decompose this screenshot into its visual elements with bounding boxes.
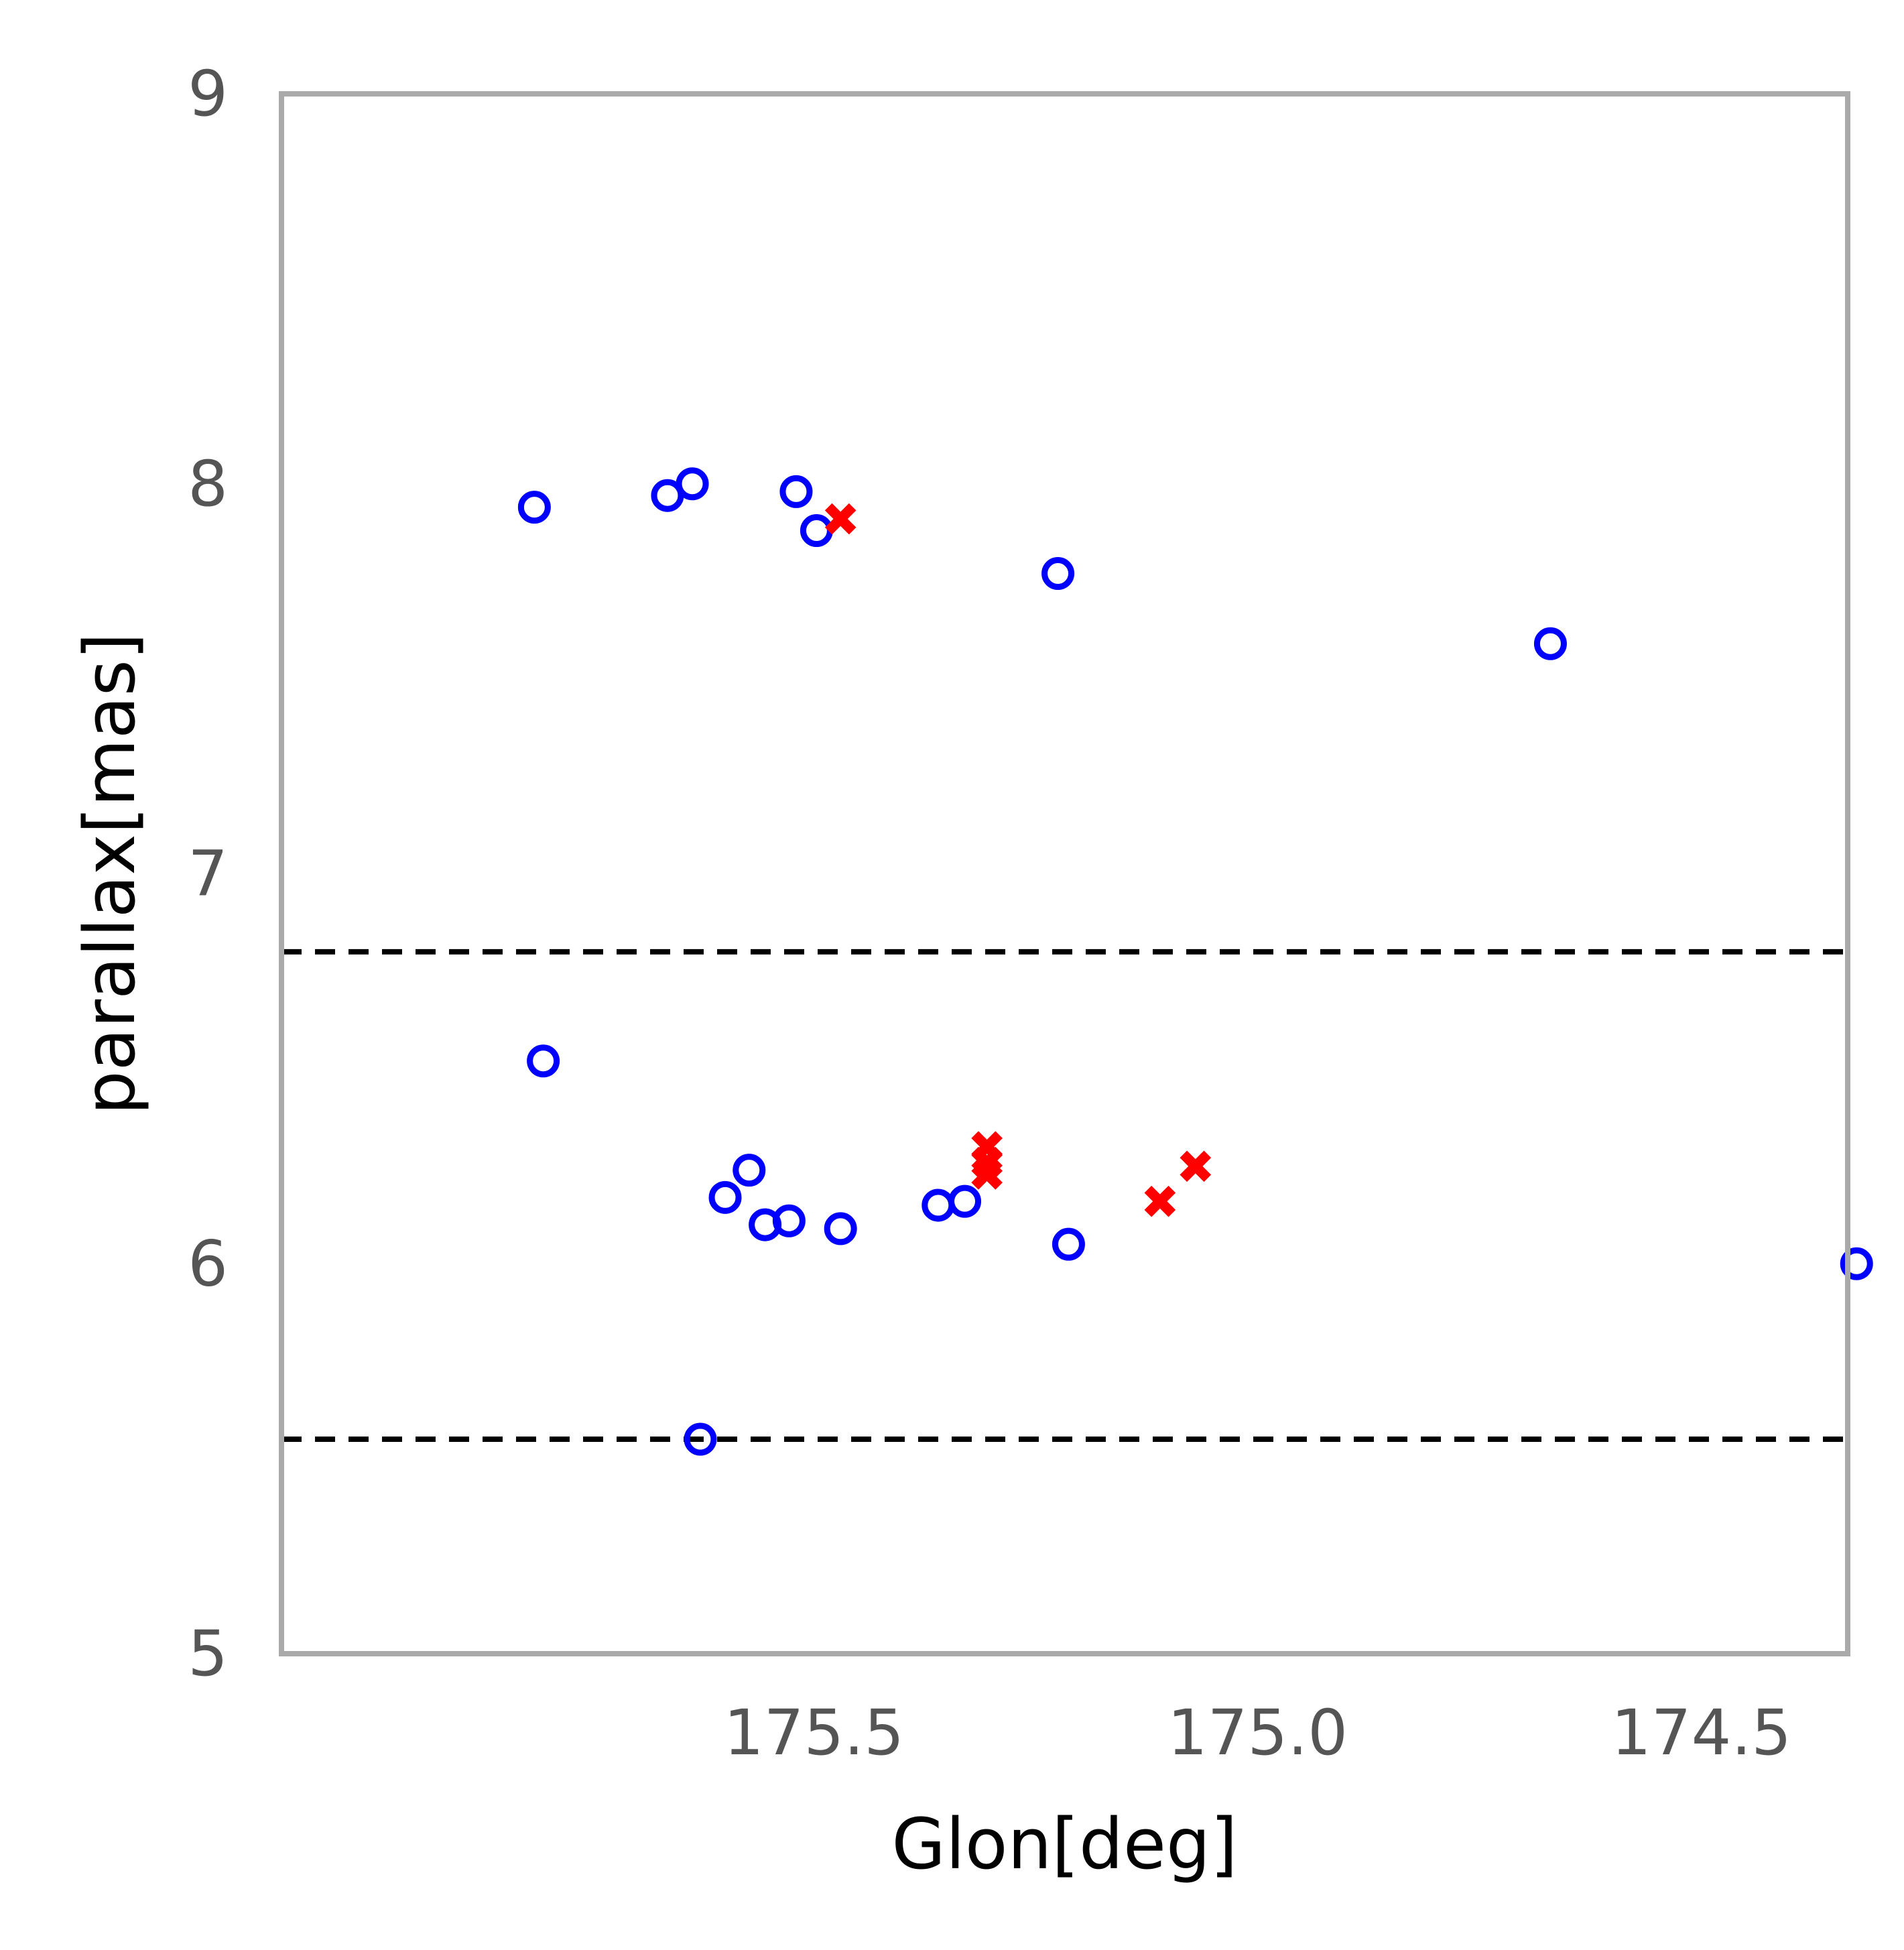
- data-point-circle-14: [948, 1184, 982, 1218]
- x-tick-labels: 175.5 175.0 174.5: [724, 1697, 1791, 1770]
- data-point-cross-0: [824, 503, 856, 535]
- data-point-cross-5: [1144, 1185, 1176, 1217]
- data-point-circle-5: [1041, 557, 1075, 591]
- y-tick-label-4: 9: [188, 58, 228, 131]
- data-point-cross-4: [1180, 1150, 1212, 1182]
- data-point-circle-0: [517, 491, 551, 524]
- data-point-circle-9: [733, 1154, 766, 1187]
- x-tick-label-0: 175.5: [724, 1697, 904, 1770]
- data-point-circle-12: [824, 1212, 857, 1245]
- y-tick-label-2: 7: [188, 838, 228, 911]
- data-point-circle-3: [779, 475, 813, 508]
- x-tick-label-2: 174.5: [1611, 1697, 1791, 1770]
- data-point-circle-2: [676, 467, 709, 501]
- y-tick-label-1: 6: [188, 1227, 228, 1300]
- plot-frame: [279, 91, 1850, 1656]
- x-axis-label: Glon[deg]: [891, 1803, 1237, 1885]
- data-point-circle-15: [1052, 1227, 1085, 1261]
- y-tick-label-3: 8: [188, 448, 228, 521]
- y-axis-label: parallax[mas]: [69, 633, 151, 1115]
- reference-lines: [281, 949, 1848, 1443]
- data-point-cross-3: [971, 1158, 1003, 1190]
- data-point-circle-6: [1533, 627, 1567, 660]
- data-point-circle-7: [527, 1044, 560, 1078]
- data-point-circle-16: [1840, 1247, 1873, 1280]
- x-tick-label-1: 175.0: [1167, 1697, 1348, 1770]
- y-tick-labels: 5 6 7 8 9: [188, 58, 228, 1691]
- data-markers: [517, 467, 1873, 1456]
- y-tick-label-0: 5: [188, 1618, 228, 1691]
- data-point-circle-8: [708, 1180, 742, 1214]
- data-point-circle-17: [684, 1422, 717, 1456]
- data-point-circle-11: [772, 1204, 806, 1237]
